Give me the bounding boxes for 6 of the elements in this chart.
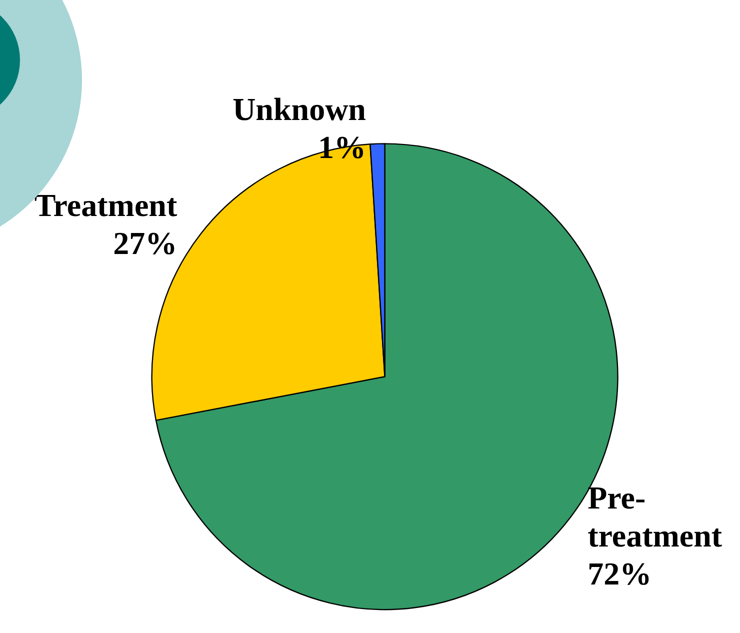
slice-label: Unknown <box>232 90 366 127</box>
data-label: 72% <box>588 555 652 592</box>
data-label: 27% <box>113 225 178 262</box>
slice-label: Pre-treatment <box>588 479 722 554</box>
slice-label: Treatment <box>34 187 178 224</box>
data-label: 1% <box>318 128 366 165</box>
